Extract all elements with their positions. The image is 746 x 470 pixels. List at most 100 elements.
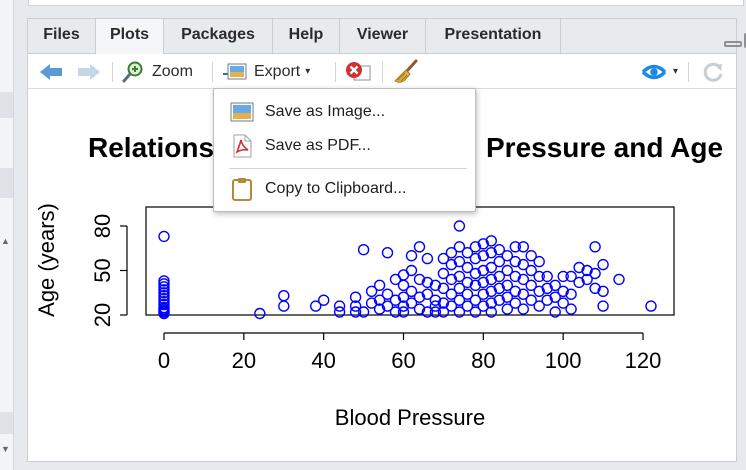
data-point [421, 276, 434, 289]
data-point [437, 252, 450, 265]
data-point [445, 300, 458, 312]
tab-packages[interactable]: Packages [164, 19, 273, 54]
data-point [509, 255, 521, 268]
data-point [485, 235, 497, 247]
data-point [525, 294, 537, 306]
data-point [461, 246, 474, 259]
zoom-icon [122, 61, 144, 83]
data-point [613, 273, 625, 286]
data-point [525, 279, 537, 292]
export-label: Export [254, 62, 301, 80]
forward-arrow-icon[interactable] [76, 54, 102, 89]
left-pane-block [0, 92, 13, 118]
chart-title-left: Relations [88, 132, 214, 163]
data-point [597, 258, 609, 271]
remove-plot-button[interactable] [344, 54, 372, 89]
data-point [333, 300, 346, 312]
data-point [589, 267, 601, 280]
data-point [525, 264, 537, 277]
data-point [541, 282, 553, 295]
maximize-pane-icon[interactable] [744, 33, 746, 48]
data-point [557, 297, 569, 309]
data-point [397, 300, 410, 312]
data-point [589, 241, 601, 253]
toolbar-separator [112, 62, 113, 82]
refresh-button[interactable] [701, 54, 725, 89]
data-point [565, 270, 577, 283]
data-point [429, 294, 442, 306]
menu-item-copy-clipboard[interactable]: Copy to Clipboard... [214, 173, 475, 205]
menu-item-save-pdf[interactable]: Save as PDF... [214, 130, 475, 162]
data-point [501, 303, 513, 315]
data-point [581, 273, 593, 286]
data-point [373, 294, 386, 306]
publish-icon [640, 62, 668, 82]
data-point [158, 275, 170, 287]
data-point [365, 285, 378, 298]
tab-help[interactable]: Help [273, 19, 340, 54]
y-tick-label: 80 [90, 214, 115, 238]
data-point [597, 300, 609, 312]
scroll-up-icon[interactable]: ▲ [1, 236, 10, 246]
data-point [493, 270, 505, 283]
data-point [509, 285, 521, 298]
tab-plots[interactable]: Plots [96, 19, 164, 55]
x-tick-label: 120 [625, 348, 662, 373]
tab-viewer[interactable]: Viewer [340, 19, 426, 54]
top-pane-edge [28, 0, 744, 6]
data-point [158, 278, 170, 290]
data-point [421, 252, 434, 265]
pdf-icon [230, 134, 254, 158]
data-point [477, 288, 489, 300]
back-arrow-icon[interactable] [38, 54, 64, 89]
x-tick-label: 20 [232, 348, 256, 373]
data-point [493, 243, 505, 256]
left-pane-block [0, 168, 13, 198]
data-point [501, 264, 513, 277]
publish-button[interactable]: ▾ [640, 54, 678, 89]
data-point [469, 294, 482, 306]
data-point [429, 300, 442, 312]
data-point [517, 288, 529, 300]
data-point [469, 267, 482, 280]
data-point [254, 307, 266, 320]
data-point [461, 300, 474, 312]
data-point [469, 241, 482, 253]
axes: 0 20 40 60 80 100 120 20 50 80 [90, 214, 661, 373]
data-point [310, 300, 322, 312]
data-point [469, 306, 482, 318]
data-point [453, 306, 466, 318]
data-point [485, 306, 497, 318]
y-axis-label: Age (years) [34, 203, 59, 317]
pane-tab-bar: Files Plots Packages Help Viewer Present… [28, 19, 746, 55]
data-point [278, 289, 290, 302]
zoom-button[interactable]: Zoom [122, 54, 193, 89]
data-points [158, 220, 657, 320]
data-point [597, 285, 609, 298]
data-point [397, 306, 410, 318]
chart-title-right: Pressure and Age [486, 132, 723, 163]
x-axis-label: Blood Pressure [335, 405, 485, 430]
menu-item-label: Copy to Clipboard... [265, 180, 407, 197]
data-point [533, 270, 545, 283]
export-button[interactable]: Export ▾ [222, 54, 310, 89]
data-point [461, 288, 474, 300]
tab-files[interactable]: Files [28, 19, 96, 54]
scroll-down-icon[interactable]: ▼ [1, 444, 10, 454]
data-point [509, 241, 521, 253]
minimize-pane-icon[interactable] [724, 41, 742, 47]
x-tick-label: 80 [471, 348, 495, 373]
clear-all-plots-button[interactable] [392, 54, 418, 89]
menu-item-save-image[interactable]: Save as Image... [214, 96, 475, 128]
left-pane-edge: ▲ ▼ [0, 0, 14, 470]
data-point [477, 249, 489, 262]
data-point [477, 276, 489, 289]
data-point [565, 288, 577, 300]
export-icon [222, 62, 248, 82]
data-point [413, 273, 426, 286]
data-point [421, 288, 434, 300]
data-point [573, 276, 585, 289]
data-point [158, 298, 170, 311]
tab-presentation[interactable]: Presentation [426, 19, 561, 54]
data-point [501, 279, 513, 292]
